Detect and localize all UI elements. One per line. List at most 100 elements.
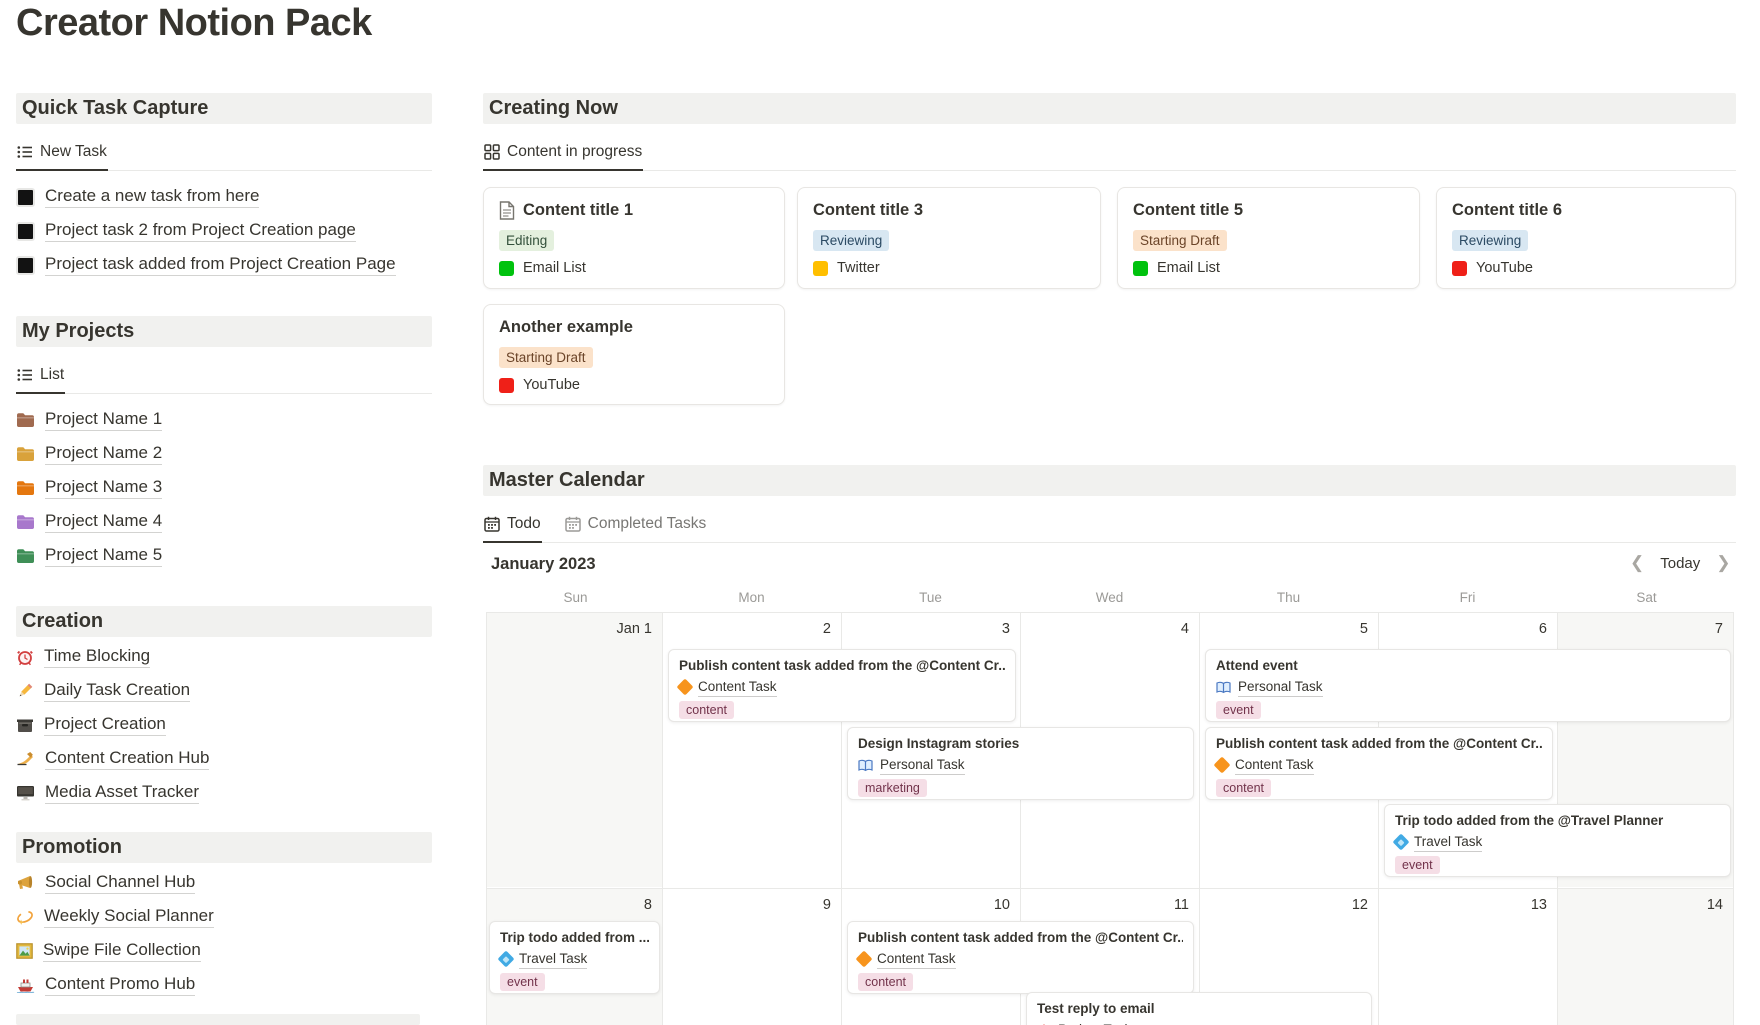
- green-square-icon: [499, 260, 514, 276]
- folder-icon: [16, 514, 35, 530]
- tab-new-task[interactable]: New Task: [16, 143, 108, 171]
- day-cell-number[interactable]: 12: [1351, 897, 1368, 913]
- card-title: Another example: [499, 318, 633, 336]
- project-link[interactable]: Project Name 2: [16, 437, 163, 471]
- tab-completed-tasks[interactable]: Completed Tasks: [564, 515, 708, 542]
- section-header-my-projects: My Projects: [16, 316, 432, 347]
- task-link[interactable]: Create a new task from here: [16, 180, 396, 214]
- my-projects-tabs: List: [16, 360, 432, 394]
- section-header-master-calendar: Master Calendar: [483, 465, 1736, 496]
- black-square-icon: [16, 187, 35, 207]
- day-cell-number[interactable]: 9: [822, 897, 831, 913]
- section-header-creating-now: Creating Now: [483, 93, 1736, 124]
- calendar-event[interactable]: Publish content task added from the @Con…: [668, 649, 1016, 722]
- page-link[interactable]: Project Creation: [16, 708, 209, 742]
- event-tag: content: [679, 701, 735, 719]
- status-badge: Starting Draft: [499, 347, 593, 368]
- quick-task-list: Create a new task from here Project task…: [16, 180, 396, 282]
- calendar-event[interactable]: Attend event Personal Task event: [1205, 649, 1731, 722]
- content-card[interactable]: Content title 6 Reviewing YouTube: [1436, 187, 1736, 289]
- tab-content-in-progress[interactable]: Content in progress: [483, 143, 644, 171]
- folder-icon: [16, 412, 35, 428]
- calendar-event[interactable]: Trip todo added from ... Travel Task eve…: [489, 921, 660, 994]
- event-tag: content: [1216, 779, 1272, 797]
- day-cell-number[interactable]: 10: [993, 897, 1010, 913]
- card-title: Content title 6: [1452, 201, 1562, 219]
- event-tag: event: [500, 973, 545, 991]
- ship-icon: [16, 977, 35, 993]
- folder-icon: [16, 480, 35, 496]
- calendar-event[interactable]: Trip todo added from the @Travel Planner…: [1384, 804, 1731, 877]
- day-cell-number[interactable]: 4: [1180, 621, 1189, 637]
- calendar-event[interactable]: Publish content task added from the @Con…: [1205, 727, 1553, 800]
- content-card[interactable]: Another example Starting Draft YouTube: [483, 304, 785, 405]
- day-cell-number[interactable]: 5: [1359, 621, 1368, 637]
- calendar-tabs: Todo Completed Tasks: [483, 509, 1736, 543]
- tab-label: Content in progress: [507, 143, 643, 160]
- pencil-icon: [16, 682, 34, 700]
- alarm-clock-icon: [16, 648, 34, 666]
- task-link[interactable]: Project task 2 from Project Creation pag…: [16, 214, 396, 248]
- page-link[interactable]: Weekly Social Planner: [16, 900, 214, 934]
- megaphone-icon: [16, 875, 35, 891]
- weekend-cell[interactable]: [487, 613, 662, 887]
- chevron-left-icon[interactable]: ❮: [1630, 553, 1645, 572]
- green-square-icon: [1133, 260, 1148, 276]
- day-cell-number[interactable]: Jan 1: [616, 621, 652, 637]
- project-link[interactable]: Project Name 4: [16, 505, 163, 539]
- red-square-icon: [499, 377, 514, 393]
- card-title: Content title 1: [523, 201, 633, 219]
- card-title: Content title 5: [1133, 201, 1243, 219]
- calendar-event[interactable]: Test reply to email Project Task: [1026, 992, 1372, 1025]
- day-cell-number[interactable]: 7: [1714, 621, 1723, 637]
- event-tag: marketing: [858, 779, 927, 797]
- page-link[interactable]: Content Promo Hub: [16, 968, 214, 1002]
- task-link[interactable]: Project task added from Project Creation…: [16, 248, 396, 282]
- day-cell-number[interactable]: 2: [822, 621, 831, 637]
- status-badge: Starting Draft: [1133, 230, 1227, 251]
- page-link[interactable]: Social Channel Hub: [16, 866, 214, 900]
- calendar-event[interactable]: Design Instagram stories Personal Task m…: [847, 727, 1194, 800]
- channel-label: Email List: [1157, 260, 1220, 276]
- content-card[interactable]: Content title 3 Reviewing Twitter: [797, 187, 1101, 289]
- page-link[interactable]: Swipe File Collection: [16, 934, 214, 968]
- project-link[interactable]: Project Name 3: [16, 471, 163, 505]
- day-cell-number[interactable]: 6: [1538, 621, 1547, 637]
- framed-picture-icon: [16, 943, 33, 959]
- red-square-icon: [1452, 260, 1467, 276]
- today-button[interactable]: Today: [1660, 554, 1701, 572]
- day-cell-number[interactable]: 3: [1001, 621, 1010, 637]
- page-link[interactable]: Daily Task Creation: [16, 674, 209, 708]
- page-link[interactable]: Time Blocking: [16, 640, 209, 674]
- promotion-list: Social Channel Hub Weekly Social Planner…: [16, 866, 214, 1002]
- calendar-icon: [564, 516, 581, 532]
- section-header-partial: [16, 1014, 420, 1025]
- tab-label: List: [40, 366, 65, 383]
- content-card[interactable]: Content title 5 Starting Draft Email Lis…: [1117, 187, 1420, 289]
- calendar-month-label: January 2023: [491, 555, 596, 573]
- day-cell-number[interactable]: 13: [1530, 897, 1547, 913]
- content-card[interactable]: Content title 1 Editing Email List: [483, 187, 785, 289]
- gallery-icon: [484, 144, 500, 160]
- weekend-cell[interactable]: [1558, 889, 1733, 1025]
- calendar-event[interactable]: Publish content task added from the @Con…: [847, 921, 1194, 994]
- page-link[interactable]: Content Creation Hub: [16, 742, 210, 776]
- day-cell-number[interactable]: 14: [1706, 897, 1723, 913]
- section-header-creation: Creation: [16, 606, 432, 637]
- status-badge: Editing: [499, 230, 555, 251]
- projects-list: Project Name 1 Project Name 2 Project Na…: [16, 403, 163, 573]
- tab-todo[interactable]: Todo: [483, 515, 542, 543]
- day-cell-number[interactable]: 8: [643, 897, 652, 913]
- orange-diamond-icon: [855, 950, 873, 968]
- page-icon: [499, 201, 515, 220]
- event-tag: content: [858, 973, 914, 991]
- page-link[interactable]: Media Asset Tracker: [16, 776, 209, 810]
- project-link[interactable]: Project Name 1: [16, 403, 163, 437]
- bulleted-list-icon: [17, 144, 33, 160]
- calendar-nav: ❮ Today ❯: [1630, 553, 1731, 573]
- project-link[interactable]: Project Name 5: [16, 539, 163, 573]
- tab-list[interactable]: List: [16, 366, 66, 394]
- status-badge: Reviewing: [813, 230, 890, 251]
- chevron-right-icon[interactable]: ❯: [1716, 553, 1731, 572]
- day-cell-number[interactable]: 11: [1173, 897, 1189, 913]
